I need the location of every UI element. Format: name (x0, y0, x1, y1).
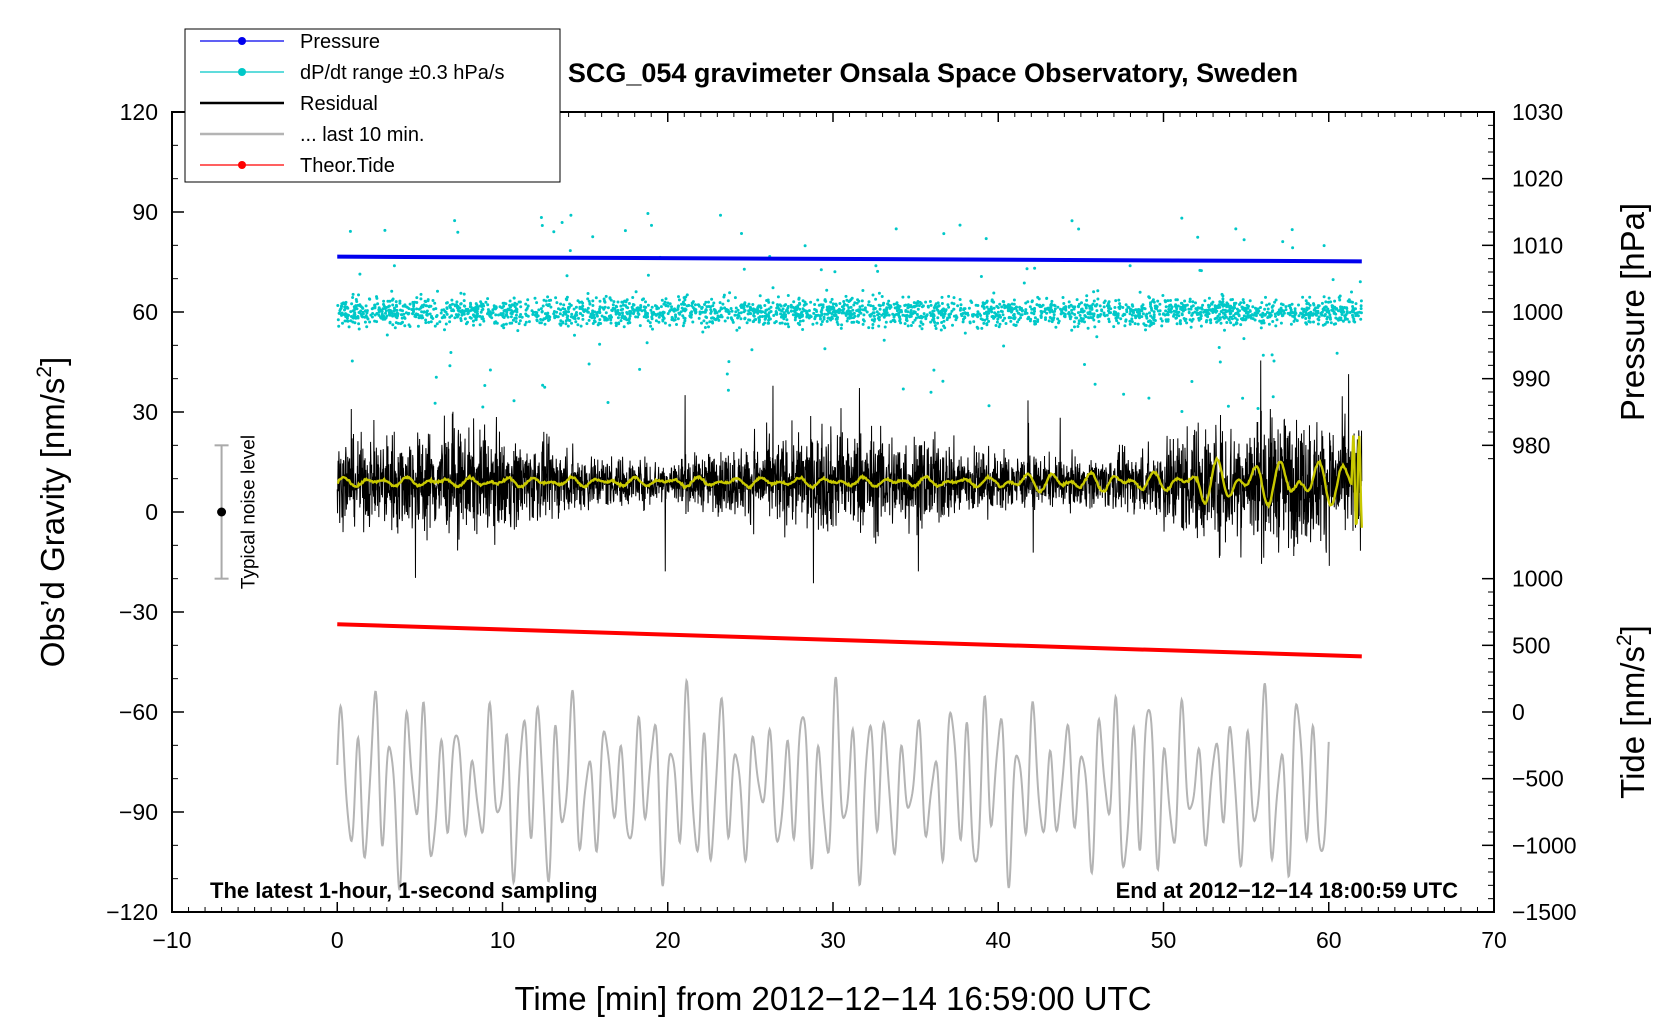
x-tick-label: 70 (1481, 927, 1507, 953)
y-tide-tick-label: −1500 (1512, 899, 1577, 925)
legend-marker (238, 37, 246, 45)
noise-point (217, 507, 227, 517)
legend-entry: Pressure (200, 31, 380, 53)
y-tide-tick-label: 0 (1512, 699, 1525, 725)
last-10-min-line (336, 676, 1330, 891)
dpdt-points (336, 212, 1363, 413)
y-left-axis-label: Obs’d Gravity [nm/s2] (33, 357, 71, 668)
legend-entry: Residual (200, 93, 378, 115)
y-pressure-tick-label: 1030 (1512, 99, 1563, 125)
x-tick-label: 60 (1316, 927, 1342, 953)
x-axis-label: Time [min] from 2012−12−14 16:59:00 UTC (514, 980, 1151, 1017)
x-tick-label: −10 (152, 927, 191, 953)
y-tide-tick-label: −500 (1512, 766, 1564, 792)
x-tick-label: 30 (820, 927, 846, 953)
typical-noise-level: Typical noise level (214, 435, 260, 589)
legend-marker (238, 68, 246, 76)
y-pressure-axis-label: Pressure [hPa] (1614, 203, 1651, 421)
y-pressure-tick-label: 1020 (1512, 166, 1563, 192)
legend-label: dP/dt range ±0.3 hPa/s (300, 62, 504, 84)
legend-entry: ... last 10 min. (200, 124, 425, 146)
legend-label: Theor.Tide (300, 155, 395, 177)
x-tick-label: 40 (985, 927, 1011, 953)
legend-label: Pressure (300, 31, 380, 53)
y-tide-tick-label: 1000 (1512, 566, 1563, 592)
pressure-line (337, 254, 1362, 264)
y-pressure-tick-label: 990 (1512, 366, 1550, 392)
y-pressure-tick-label: 1000 (1512, 299, 1563, 325)
x-tick-label: 10 (490, 927, 516, 953)
chart-title: SCG_054 gravimeter Onsala Space Observat… (568, 58, 1298, 88)
theor-tide-series (337, 622, 1362, 659)
y-pressure-axis-ticks: 1030 1020 1010 1000 990 980 (1482, 99, 1563, 460)
y-left-tick-label: −60 (119, 699, 158, 725)
y-left-tick-label: 120 (120, 99, 158, 125)
legend-label: ... last 10 min. (300, 124, 425, 146)
y-tide-tick-label: 500 (1512, 632, 1550, 658)
y-left-tick-label: 60 (132, 299, 158, 325)
y-tide-axis-label: Tide [nm/s2] (1613, 625, 1651, 799)
dpdt-series (336, 212, 1363, 413)
legend-label: Residual (300, 93, 378, 115)
x-tick-label: 0 (331, 927, 344, 953)
annotation-end-time: End at 2012−12−14 18:00:59 UTC (1116, 878, 1459, 903)
legend-entry: Theor.Tide (200, 155, 395, 177)
x-tick-label: 50 (1151, 927, 1177, 953)
pressure-series (337, 254, 1362, 264)
y-left-tick-label: 0 (145, 499, 158, 525)
legend-entry: dP/dt range ±0.3 hPa/s (200, 62, 504, 84)
residual-smoothed-series (336, 435, 1363, 528)
y-tide-axis-ticks: 1000 500 0 −500 −1000 −1500 (1482, 566, 1577, 925)
legend: Pressure dP/dt range ±0.3 hPa/s Residual..… (184, 28, 561, 183)
y-left-tick-label: −30 (119, 599, 158, 625)
y-pressure-tick-label: 980 (1512, 432, 1550, 458)
theor-tide-line (337, 622, 1362, 659)
y-left-axis-ticks: 120 90 60 30 0 −30 −60 −90 −120 (106, 99, 184, 925)
noise-label: Typical noise level (239, 435, 260, 589)
legend-box (184, 28, 561, 183)
last-10-min-series (336, 676, 1330, 891)
annotation-sampling: The latest 1-hour, 1-second sampling (210, 878, 598, 903)
y-left-tick-label: −90 (119, 799, 158, 825)
legend-marker (238, 161, 246, 169)
y-tide-tick-label: −1000 (1512, 832, 1577, 858)
x-tick-label: 20 (655, 927, 681, 953)
y-left-tick-label: −120 (106, 899, 158, 925)
residual-line (336, 360, 1363, 584)
residual-smoothed-line (336, 435, 1363, 528)
residual-series (336, 360, 1363, 584)
y-pressure-tick-label: 1010 (1512, 232, 1563, 258)
y-left-tick-label: 90 (132, 199, 158, 225)
y-left-tick-label: 30 (132, 399, 158, 425)
